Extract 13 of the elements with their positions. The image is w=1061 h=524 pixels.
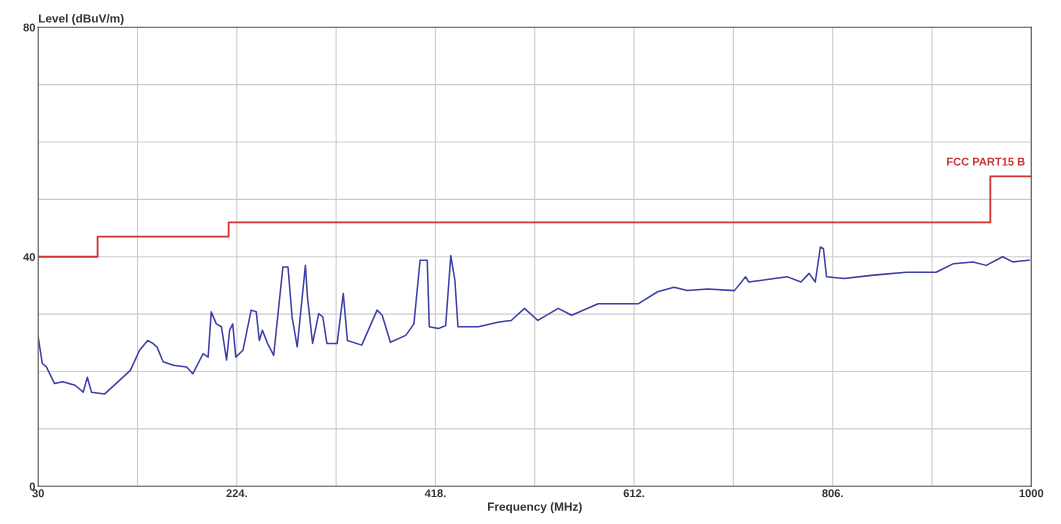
x-tick-label: 612. <box>623 489 645 498</box>
x-tick-label: 806. <box>822 489 843 498</box>
y-tick-label: 80 <box>23 23 35 32</box>
line-series <box>38 246 1031 395</box>
y-tick-label: 40 <box>23 253 35 261</box>
x-tick-label: 418. <box>424 489 446 498</box>
x-tick-label: 224. <box>226 489 247 498</box>
y-tick-label: 0 <box>29 482 35 491</box>
x-tick-label: 1000 <box>1019 489 1044 498</box>
y-axis-title: Level (dBuV/m) <box>38 13 124 25</box>
x-axis-title: Frequency (MHz) <box>487 502 582 514</box>
x-tick-label: 30 <box>32 489 44 498</box>
series-label: FCC PART15 B <box>947 157 1025 166</box>
